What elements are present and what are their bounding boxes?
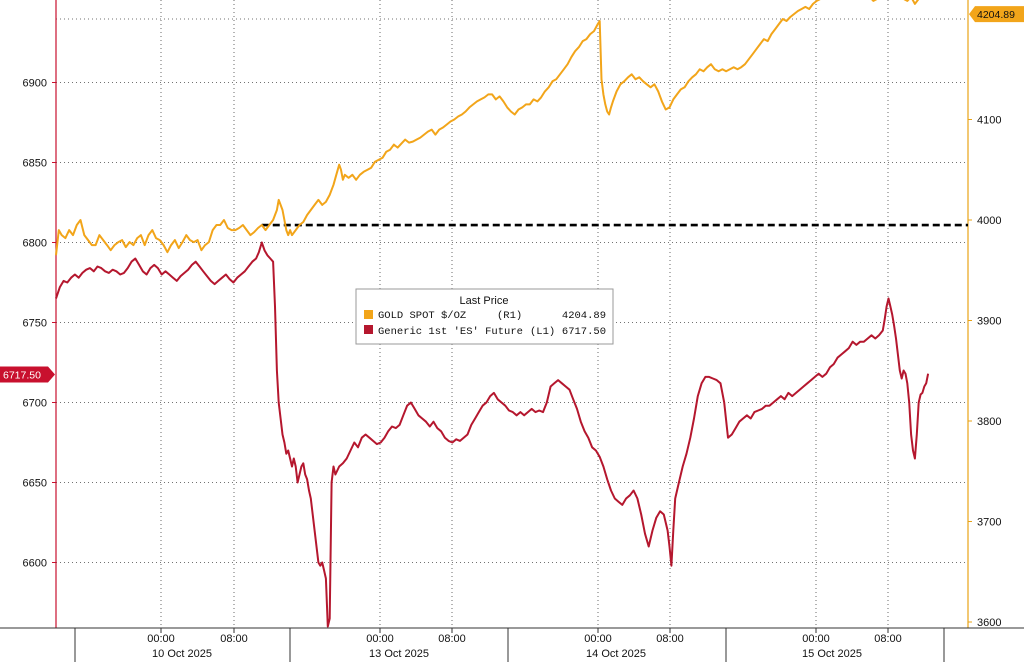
legend-value-es: 6717.50 [562, 326, 606, 338]
x-time-label: 00:00 [802, 633, 830, 645]
legend-label-gold: GOLD SPOT $/OZ [378, 310, 466, 322]
left-tick-label: 6700 [23, 398, 47, 410]
right-tick-label: 3700 [977, 517, 1001, 529]
left-last-value-text: 6717.50 [3, 370, 41, 382]
left-tick-label: 6900 [23, 78, 47, 90]
x-time-label: 00:00 [584, 633, 612, 645]
grid [56, 0, 968, 662]
left-tick-label: 6850 [23, 158, 47, 170]
legend-value-gold: 4204.89 [562, 310, 606, 322]
series-line-gold [55, 0, 920, 256]
right-tick-label: 4100 [977, 115, 1001, 127]
left-tick-label: 6650 [23, 478, 47, 490]
legend: Last Price GOLD SPOT $/OZ (R1) 4204.89 G… [355, 288, 614, 345]
legend-box [355, 288, 614, 345]
left-tick-label: 6800 [23, 238, 47, 250]
right-last-value-text: 4204.89 [977, 9, 1015, 21]
legend-swatch-gold [364, 310, 373, 319]
left-tick-label: 6750 [23, 318, 47, 330]
series-group [55, 0, 930, 628]
left-last-value-tag [0, 366, 55, 383]
legend-swatch-es [364, 325, 373, 334]
x-date-label: 10 Oct 2025 [152, 648, 212, 660]
x-date-label: 15 Oct 2025 [802, 648, 862, 660]
x-date-label: 14 Oct 2025 [586, 648, 646, 660]
legend-title: Last Price [460, 295, 509, 307]
right-last-value-tag [969, 6, 1024, 23]
tick-labels: 6600 6650 6700 6750 6800 6850 6900 3600 3700 3800… [23, 78, 1002, 661]
x-time-label: 08:00 [656, 633, 684, 645]
x-time-label: 00:00 [147, 633, 175, 645]
x-time-label: 08:00 [874, 633, 902, 645]
left-tick-label: 6600 [23, 558, 47, 570]
x-time-label: 00:00 [366, 633, 394, 645]
right-tick-label: 3800 [977, 416, 1001, 428]
last-value-tags: 6717.50 4204.89 [0, 6, 1024, 383]
legend-label-es: Generic 1st 'ES' Future [378, 326, 523, 338]
legend-axis-gold: (R1) [497, 310, 522, 322]
right-tick-label: 3900 [977, 316, 1001, 328]
x-date-label: 13 Oct 2025 [369, 648, 429, 660]
axes [0, 0, 1024, 633]
series-line-es [55, 241, 930, 628]
right-tick-label: 4000 [977, 215, 1001, 227]
right-tick-label: 3600 [977, 617, 1001, 629]
legend-axis-es: (L1) [530, 326, 555, 338]
x-time-label: 08:00 [438, 633, 466, 645]
x-time-label: 08:00 [220, 633, 248, 645]
